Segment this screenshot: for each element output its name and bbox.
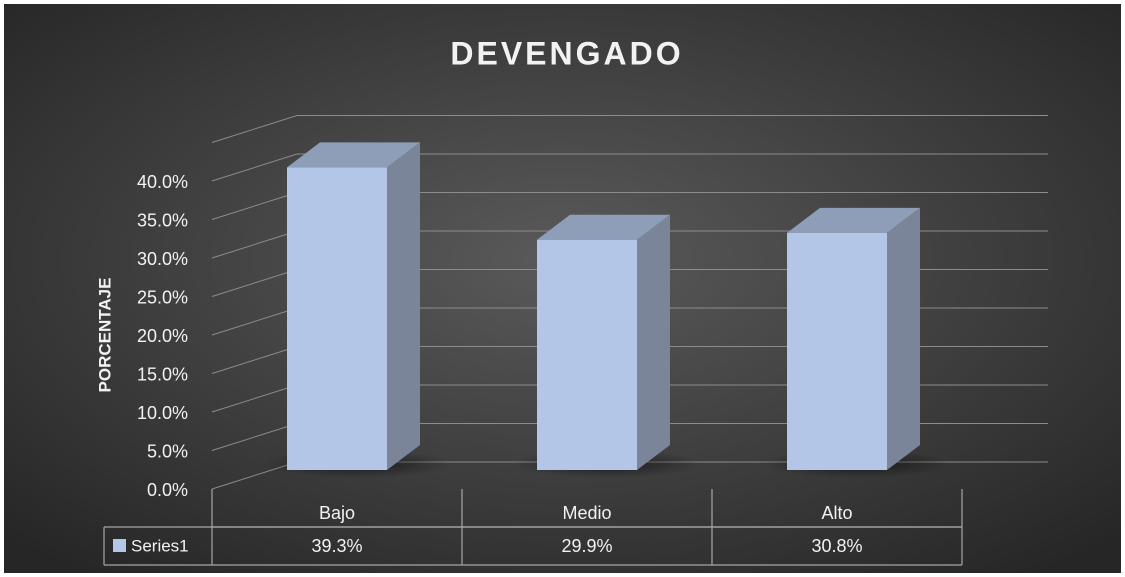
bar-side <box>637 214 670 470</box>
y-tick-label: 15.0% <box>137 364 188 384</box>
table-value: 39.3% <box>311 536 362 556</box>
y-axis-label: PORCENTAJE <box>95 278 114 393</box>
legend-label: Series1 <box>131 536 189 555</box>
y-tick-label: 10.0% <box>137 403 188 423</box>
table-value: 29.9% <box>561 536 612 556</box>
x-tick-label: Bajo <box>319 503 355 523</box>
y-tick-label: 25.0% <box>137 287 188 307</box>
y-tick-label: 5.0% <box>147 441 188 461</box>
bar-side <box>887 207 920 470</box>
table-value: 30.8% <box>811 536 862 556</box>
y-tick-label: 30.0% <box>137 249 188 269</box>
plot-top-line <box>211 115 1048 143</box>
y-tick-label: 35.0% <box>137 210 188 230</box>
bar <box>287 167 387 470</box>
y-tick-label: 0.0% <box>147 480 188 500</box>
chart-title: DEVENGADO <box>450 35 683 71</box>
x-tick-label: Alto <box>821 503 852 523</box>
grid-line <box>211 153 1048 182</box>
bar <box>787 232 887 470</box>
y-tick-label: 40.0% <box>137 172 188 192</box>
bar-top <box>787 207 920 233</box>
bar <box>537 239 637 470</box>
legend-swatch <box>113 539 126 552</box>
y-tick-label: 20.0% <box>137 326 188 346</box>
bar-top <box>287 142 420 168</box>
bar-top <box>537 214 670 240</box>
bar-side <box>387 142 420 470</box>
x-tick-label: Medio <box>562 503 611 523</box>
